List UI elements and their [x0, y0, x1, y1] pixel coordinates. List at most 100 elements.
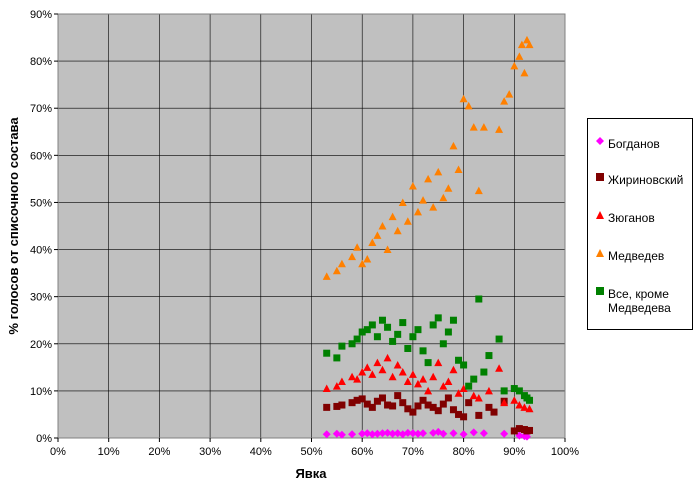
- data-point: [490, 408, 498, 416]
- data-point: [378, 365, 387, 374]
- data-point: [348, 399, 356, 407]
- data-point: [353, 335, 361, 343]
- data-point: [429, 203, 438, 211]
- data-point: [332, 429, 341, 438]
- x-tick-label: 100%: [551, 446, 579, 458]
- legend-label: Жириновский: [608, 173, 684, 187]
- data-point: [515, 52, 524, 60]
- x-tick-label: 40%: [250, 446, 272, 458]
- data-point: [393, 360, 402, 369]
- data-point: [474, 393, 483, 402]
- data-point: [434, 407, 442, 415]
- data-point: [439, 340, 447, 348]
- data-point: [373, 333, 381, 341]
- data-point: [413, 429, 422, 438]
- data-point: [515, 425, 523, 433]
- legend-label: Зюганов: [608, 211, 655, 225]
- y-tick-label: 50%: [30, 197, 52, 209]
- data-point: [333, 402, 341, 410]
- y-tick-label: 10%: [30, 386, 52, 398]
- data-point: [500, 387, 508, 395]
- data-points: [322, 35, 534, 441]
- x-tick-label: 60%: [351, 446, 373, 458]
- data-point: [358, 395, 366, 403]
- data-point: [522, 35, 531, 44]
- data-point: [363, 429, 372, 438]
- data-point: [353, 243, 362, 251]
- data-point: [495, 364, 504, 372]
- data-point: [403, 377, 412, 385]
- data-point: [378, 394, 386, 402]
- data-point: [388, 429, 397, 438]
- data-point: [388, 372, 397, 381]
- data-point: [465, 399, 473, 407]
- y-tick-label: 90%: [30, 9, 52, 21]
- data-point: [338, 342, 346, 350]
- series-3: [322, 35, 534, 280]
- data-point: [333, 354, 341, 362]
- data-point: [419, 396, 427, 404]
- data-point: [408, 181, 417, 190]
- data-point: [413, 207, 422, 216]
- data-point: [414, 402, 422, 410]
- data-point: [389, 337, 397, 345]
- data-point: [408, 370, 417, 378]
- data-point: [358, 429, 367, 438]
- legend: Богданов Жириновский Зюганов Медведев Вс…: [587, 118, 693, 330]
- data-point: [510, 61, 519, 70]
- data-point: [403, 217, 412, 225]
- y-tick-label: 20%: [30, 339, 52, 351]
- data-point: [449, 406, 457, 414]
- y-tick-label: 80%: [30, 56, 52, 68]
- data-point: [378, 429, 387, 438]
- legend-item-medvedev: Медведев: [596, 249, 664, 263]
- data-point: [398, 198, 407, 206]
- y-tick-label: 0%: [36, 433, 52, 445]
- data-point: [459, 430, 468, 439]
- data-point: [475, 411, 483, 419]
- data-point: [470, 375, 478, 383]
- gridlines: [57, 13, 566, 439]
- series-2: [322, 353, 534, 413]
- data-point: [399, 399, 407, 407]
- data-point: [394, 330, 402, 338]
- legend-label: Медведев: [608, 249, 665, 263]
- data-point: [378, 316, 386, 324]
- series-0: [322, 427, 531, 441]
- data-point: [444, 377, 453, 385]
- data-point: [358, 328, 366, 336]
- data-point: [500, 429, 509, 438]
- data-point: [363, 400, 371, 408]
- data-point: [399, 319, 407, 327]
- data-point: [495, 335, 503, 343]
- triangle-marker-icon: [596, 249, 604, 260]
- data-point: [358, 259, 367, 268]
- data-point: [460, 413, 468, 421]
- data-point: [469, 428, 478, 437]
- data-point: [424, 359, 432, 367]
- data-point: [444, 184, 453, 192]
- data-point: [358, 368, 367, 376]
- data-point: [368, 370, 377, 378]
- data-point: [389, 402, 397, 410]
- data-point: [475, 295, 483, 303]
- data-point: [517, 40, 526, 49]
- data-point: [510, 396, 519, 404]
- data-point: [403, 428, 412, 437]
- data-point: [323, 403, 331, 411]
- data-point: [322, 384, 331, 393]
- data-point: [419, 429, 428, 438]
- data-point: [419, 196, 428, 204]
- data-point: [505, 90, 514, 98]
- legend-item-bogdanov: Богданов: [596, 137, 660, 151]
- data-point: [409, 408, 417, 416]
- data-point: [373, 429, 382, 438]
- data-point: [348, 340, 356, 348]
- data-point: [465, 382, 473, 390]
- triangle-marker-icon: [596, 211, 604, 222]
- data-point: [434, 314, 442, 322]
- y-tick-label: 30%: [30, 292, 52, 304]
- data-point: [439, 193, 448, 202]
